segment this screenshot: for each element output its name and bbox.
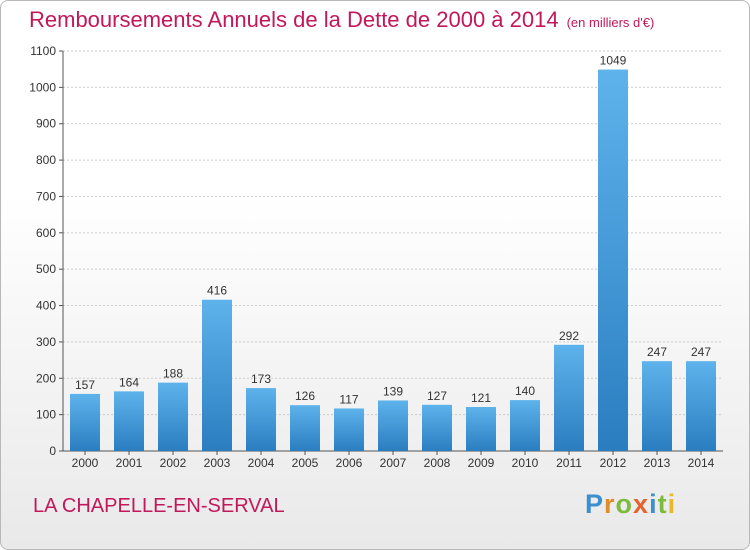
y-tick-label: 0	[49, 444, 56, 458]
x-tick-label-2010: 2010	[512, 456, 539, 470]
bar-2005[interactable]	[290, 405, 320, 451]
y-tick-label: 100	[36, 408, 56, 422]
x-tick-label-2004: 2004	[248, 456, 275, 470]
x-tick-label-2006: 2006	[336, 456, 363, 470]
value-label-2014: 247	[691, 345, 711, 359]
bar-2009[interactable]	[466, 407, 496, 451]
x-tick-label-2012: 2012	[600, 456, 627, 470]
bar-2008[interactable]	[422, 404, 452, 451]
value-label-2013: 247	[647, 345, 667, 359]
x-tick-label-2011: 2011	[556, 456, 582, 470]
y-tick-label: 1000	[29, 80, 56, 94]
x-tick-label-2009: 2009	[468, 456, 495, 470]
value-label-2003: 416	[207, 284, 227, 298]
chart-title-text: Remboursements Annuels de la Dette de 20…	[29, 7, 559, 32]
bar-2007[interactable]	[378, 400, 408, 451]
y-tick-label: 300	[36, 335, 56, 349]
y-tick-label: 600	[36, 226, 56, 240]
x-tick-label-2000: 2000	[72, 456, 99, 470]
x-tick-label-2008: 2008	[424, 456, 451, 470]
bar-2011[interactable]	[554, 344, 584, 451]
y-tick-label: 500	[36, 262, 56, 276]
logo-letter-6: i	[667, 489, 677, 519]
bar-2013[interactable]	[642, 361, 672, 451]
bar-2003[interactable]	[202, 299, 232, 451]
y-tick-label: 400	[36, 299, 56, 313]
x-tick-label-2014: 2014	[688, 456, 715, 470]
x-tick-label-2001: 2001	[116, 456, 143, 470]
bar-2014[interactable]	[686, 361, 716, 451]
y-tick-label: 1100	[30, 44, 56, 58]
y-tick-label: 800	[36, 153, 56, 167]
x-tick-label-2002: 2002	[160, 456, 187, 470]
logo-letter-2: o	[615, 489, 634, 519]
logo-letter-0: P	[585, 489, 605, 519]
value-label-2001: 164	[119, 375, 139, 389]
x-tick-label-2005: 2005	[292, 456, 319, 470]
y-tick-label: 900	[36, 117, 56, 131]
x-tick-label-2003: 2003	[204, 456, 231, 470]
value-label-2012: 1049	[600, 54, 627, 68]
place-name: LA CHAPELLE-EN-SERVAL	[33, 495, 285, 517]
y-tick-label: 700	[36, 189, 56, 203]
chart-title: Remboursements Annuels de la Dette de 20…	[29, 7, 654, 33]
bar-2006[interactable]	[334, 408, 364, 451]
x-tick-label-2007: 2007	[380, 456, 407, 470]
bar-2012[interactable]	[598, 69, 628, 451]
bar-2000[interactable]	[70, 393, 100, 451]
value-label-2005: 126	[295, 389, 315, 403]
bar-2002[interactable]	[158, 382, 188, 451]
logo-letter-5: t	[657, 489, 668, 519]
value-label-2009: 121	[471, 391, 491, 405]
chart-unit-note: (en milliers d'€)	[566, 15, 655, 30]
value-label-2008: 127	[427, 389, 447, 403]
x-tick-label-2013: 2013	[644, 456, 671, 470]
value-label-2002: 188	[163, 367, 183, 381]
logo-letter-4: i	[649, 489, 658, 519]
proxiti-logo[interactable]: Proxiti	[585, 489, 676, 520]
logo-letter-1: r	[604, 489, 616, 519]
bar-2001[interactable]	[114, 391, 144, 451]
bar-2004[interactable]	[246, 388, 276, 451]
y-tick-label: 200	[36, 371, 56, 385]
value-label-2011: 292	[559, 329, 579, 343]
value-label-2010: 140	[515, 384, 535, 398]
bar-2010[interactable]	[510, 400, 540, 451]
value-label-2007: 139	[383, 384, 403, 398]
logo-letter-3: x	[633, 489, 650, 519]
value-label-2004: 173	[251, 372, 271, 386]
value-label-2006: 117	[339, 392, 358, 406]
value-label-2000: 157	[75, 378, 95, 392]
